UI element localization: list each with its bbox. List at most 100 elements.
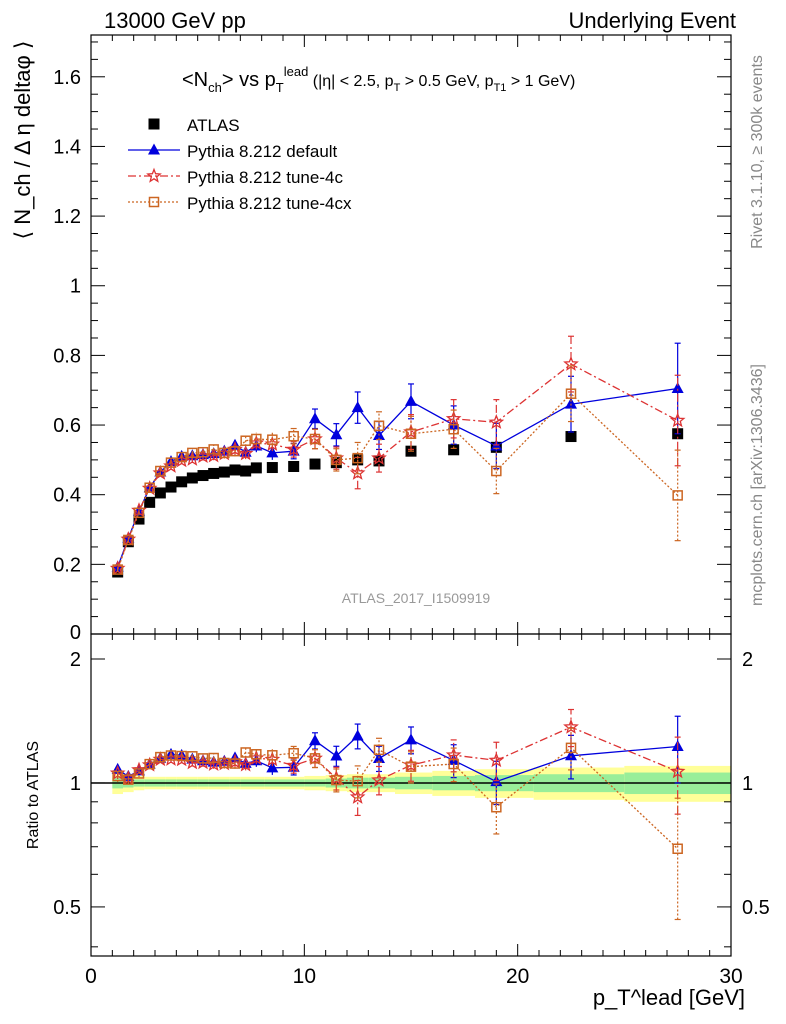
ratio-point-pythia-8-212-tune-4c [563, 718, 579, 734]
data-point-pythia-8-212-tune-4cx [144, 482, 155, 493]
y-tick-label: 0.6 [53, 415, 81, 437]
title-cuts: (|η| < 2.5, p [308, 73, 393, 90]
ratio-point-pythia-8-212-tune-4cx [267, 750, 278, 761]
data-point-atlas [197, 470, 209, 482]
ratio-y-tick-label: 0.5 [53, 897, 81, 919]
data-point-pythia-8-212-tune-4cx [123, 534, 134, 546]
y-tick-label: 1.4 [53, 136, 81, 158]
ratio-point-pythia-8-212-tune-4c [371, 771, 387, 787]
ratio-y-tick-label-right: 0.5 [742, 897, 770, 919]
data-point-atlas [208, 467, 220, 479]
data-point-pythia-8-212-tune-4cx [229, 445, 241, 457]
data-point-pythia-8-212-tune-4cx [448, 423, 459, 435]
ratio-point-pythia-8-212-tune-4cx [448, 758, 459, 770]
ratio-point-pythia-8-212-tune-4cx [672, 843, 683, 855]
mcplots-label: mcplots.cern.ch [arXiv:1306.3436] [749, 364, 766, 606]
series-line [117, 392, 679, 570]
data-point-pythia-8-212-tune-4cx [219, 447, 230, 459]
ratio-y-tick-label: 2 [70, 649, 81, 671]
x-tick-label: 20 [506, 965, 529, 988]
data-point-pythia-8-212-tune-4cx [491, 465, 502, 477]
data-point-pythia-8-212-default [565, 397, 577, 409]
y-tick-label: 1.6 [53, 67, 81, 89]
title-cuts: > 1 GeV) [506, 73, 575, 90]
ratio-point-pythia-8-212-tune-4c [669, 763, 686, 779]
ratio-point-pythia-8-212-tune-4cx [133, 768, 145, 779]
data-point-pythia-8-212-default [330, 428, 343, 440]
data-point-pythia-8-212-tune-4c [371, 449, 387, 465]
data-point-atlas [218, 466, 230, 478]
ratio-point-pythia-8-212-tune-4cx [352, 775, 363, 787]
data-point-atlas [565, 431, 577, 443]
data-point-pythia-8-212-tune-4c [563, 355, 579, 371]
ratio-point-pythia-8-212-tune-4cx [197, 753, 209, 764]
title-sub: T [394, 82, 401, 94]
title-sub: ch [208, 80, 222, 95]
ratio-point-pythia-8-212-tune-4cx [144, 758, 155, 770]
data-point-pythia-8-212-default [351, 401, 364, 413]
ratio-point-pythia-8-212-tune-4c [488, 752, 505, 768]
data-point-pythia-8-212-tune-4cx [187, 447, 198, 459]
data-point-atlas [154, 487, 166, 499]
ratio-y-axis-label: Ratio to ATLAS [25, 741, 42, 849]
data-point-pythia-8-212-default [671, 381, 684, 393]
ratio-point-pythia-8-212-tune-4cx [373, 744, 385, 756]
legend-marker [146, 167, 162, 183]
legend-marker [148, 143, 160, 155]
data-point-pythia-8-212-default [309, 412, 321, 424]
title-part: > vs p [222, 69, 276, 91]
title-sup: lead [284, 64, 309, 79]
data-point-pythia-8-212-tune-4cx [405, 428, 417, 440]
ratio-point-pythia-8-212-tune-4c [237, 756, 254, 772]
ratio-point-pythia-8-212-tune-4cx [112, 770, 123, 782]
ratio-point-pythia-8-212-default [330, 749, 343, 761]
data-point-pythia-8-212-tune-4cx [288, 430, 299, 442]
data-point-atlas [176, 476, 188, 488]
ratio-point-pythia-8-212-tune-4cx [405, 761, 417, 772]
y-axis-label: ⟨ N_ch / Δ η deltaφ ⟩ [10, 41, 35, 240]
legend-label: Pythia 8.212 default [187, 142, 338, 161]
y-tick-label: 0.2 [53, 554, 81, 576]
ratio-point-pythia-8-212-tune-4c [349, 788, 366, 804]
data-point-pythia-8-212-tune-4c [669, 412, 686, 428]
data-point-atlas [165, 481, 177, 493]
ratio-point-pythia-8-212-tune-4cx [288, 747, 299, 759]
title-part: <N [182, 69, 208, 91]
ratio-point-pythia-8-212-tune-4cx [491, 801, 502, 813]
analysis-watermark: ATLAS_2017_I1509919 [342, 590, 491, 606]
ratio-point-pythia-8-212-tune-4cx [208, 752, 219, 764]
legend-label: Pythia 8.212 tune-4c [187, 168, 343, 187]
data-point-pythia-8-212-tune-4cx [267, 434, 278, 445]
data-point-pythia-8-212-tune-4cx [565, 388, 577, 399]
data-point-atlas [240, 465, 252, 477]
ratio-point-pythia-8-212-tune-4cx [123, 774, 134, 785]
data-point-atlas [309, 458, 321, 470]
ratio-point-pythia-8-212-tune-4cx [165, 750, 177, 761]
data-point-pythia-8-212-default [405, 394, 417, 406]
data-point-pythia-8-212-tune-4c [285, 441, 302, 457]
y-tick-label: 1.2 [53, 206, 81, 228]
data-point-atlas [250, 462, 262, 474]
ratio-point-pythia-8-212-tune-4cx [565, 742, 577, 754]
y-tick-label: 1 [70, 276, 81, 298]
data-point-pythia-8-212-tune-4c [349, 464, 366, 480]
data-point-pythia-8-212-tune-4cx [155, 465, 166, 477]
series-line [117, 363, 679, 569]
y-tick-label: 0.4 [53, 485, 81, 507]
ratio-point-pythia-8-212-tune-4c [445, 746, 462, 762]
data-point-atlas [266, 462, 278, 474]
legend-label: Pythia 8.212 tune-4cx [187, 194, 352, 213]
legend-marker [148, 196, 160, 208]
ratio-point-pythia-8-212-default [351, 729, 364, 741]
y-tick-label: 0.8 [53, 345, 81, 367]
data-point-atlas [288, 460, 300, 472]
data-point-pythia-8-212-tune-4cx [208, 444, 219, 455]
ratio-point-pythia-8-212-tune-4cx [331, 774, 342, 786]
title-cuts: > 0.5 GeV, p [400, 73, 493, 90]
data-point-atlas [133, 513, 145, 525]
data-point-pythia-8-212-tune-4cx [197, 446, 209, 458]
data-point-pythia-8-212-tune-4cx [251, 433, 262, 445]
title-sub: T1 [494, 82, 507, 94]
ratio-point-pythia-8-212-default [565, 749, 577, 761]
